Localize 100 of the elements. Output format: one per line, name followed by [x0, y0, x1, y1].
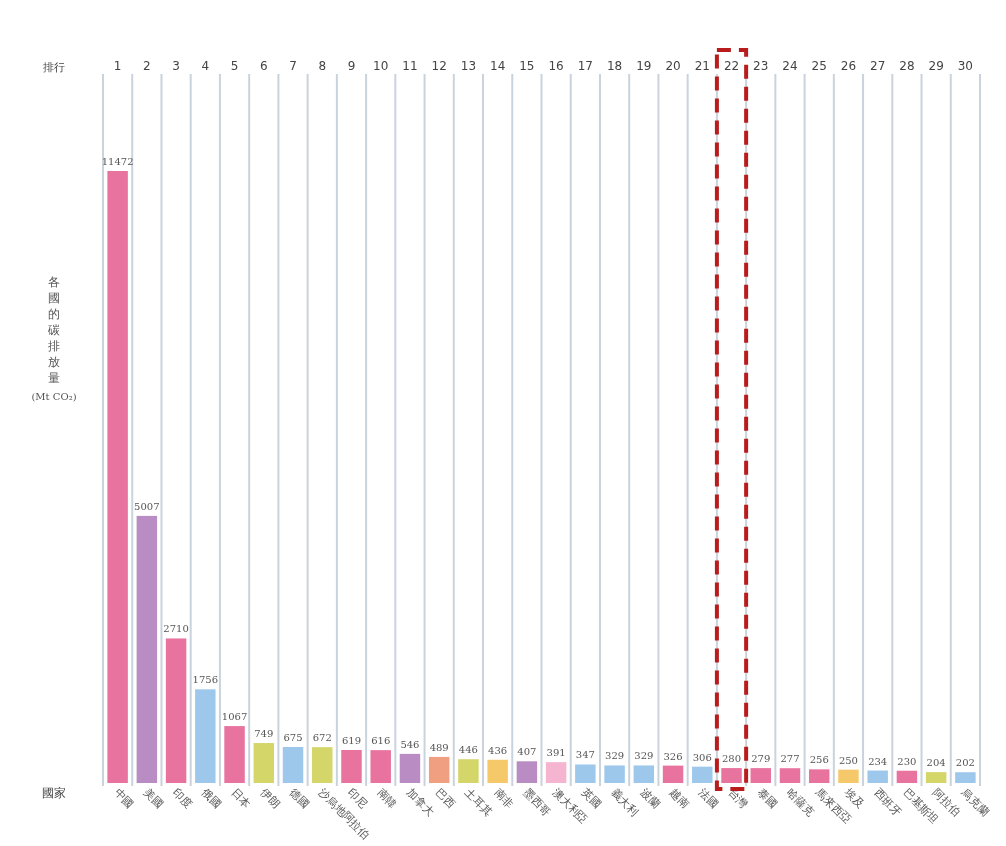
x2-tick-label: 8: [318, 59, 327, 73]
x2-axis-title: 排行: [43, 61, 65, 74]
x2-tick-label: 10: [373, 59, 389, 73]
bar: [370, 750, 391, 783]
x2-tick-label: 15: [519, 59, 535, 73]
bar: [516, 761, 538, 783]
bar: [341, 749, 362, 783]
x-tick-label: 英國: [579, 785, 604, 811]
x2-tick-label: 17: [577, 59, 593, 73]
x2-tick-label: 27: [870, 59, 886, 73]
bar: [721, 768, 742, 783]
bar: [136, 515, 158, 783]
data-label: 234: [868, 755, 888, 767]
x2-tick-label: 3: [172, 59, 180, 73]
data-label: 675: [283, 731, 303, 743]
x2-tick-label: 12: [431, 59, 447, 73]
x-tick-label: 德國: [286, 785, 312, 811]
x2-tick-label: 13: [460, 59, 477, 73]
data-label: 446: [458, 744, 478, 756]
x2-tick-label: 11: [402, 59, 418, 73]
bar: [399, 753, 421, 783]
x2-tick-label: 6: [259, 59, 268, 73]
x-tick-label: 西班牙: [871, 785, 905, 819]
bar: [779, 768, 801, 783]
bar: [312, 747, 333, 783]
data-label: 619: [341, 734, 362, 746]
x2-tick-label: 19: [636, 59, 652, 73]
data-label: 347: [575, 749, 595, 761]
x-tick-label: 南韓: [374, 785, 400, 811]
x2-tick-label: 24: [782, 59, 798, 73]
data-label: 436: [488, 744, 508, 756]
bar: [896, 770, 918, 783]
x-tick-label: 俄國: [199, 785, 224, 811]
x2-tick-label: 5: [230, 59, 239, 73]
data-label: 407: [517, 746, 537, 758]
bar: [545, 762, 567, 783]
bar: [604, 765, 625, 783]
bar: [867, 770, 888, 783]
bar: [662, 765, 684, 783]
x2-tick-label: 25: [811, 59, 827, 73]
data-label: 329: [605, 750, 625, 762]
bar: [633, 765, 655, 783]
data-label: 391: [546, 747, 566, 759]
data-label: 11472: [101, 156, 134, 167]
bar: [955, 772, 976, 783]
x-tick-label: 泰國: [754, 785, 780, 811]
data-label: 202: [955, 757, 975, 769]
data-label: 1756: [192, 674, 219, 686]
bar: [838, 769, 859, 783]
x-tick-label: 印尼: [345, 785, 371, 811]
data-label: 749: [254, 728, 274, 740]
bar: [282, 746, 304, 783]
bar: [808, 769, 830, 783]
x-tick-label: 印度: [169, 785, 195, 811]
data-label: 306: [692, 751, 712, 763]
x2-tick-label: 20: [665, 59, 681, 73]
x-tick-label: 越南: [666, 785, 692, 811]
bar: [458, 759, 479, 783]
x2-tick-label: 1: [113, 59, 122, 73]
x-tick-label: 法國: [696, 785, 721, 811]
x2-tick-label: 9: [347, 59, 356, 73]
data-label: 277: [780, 753, 800, 765]
data-label: 546: [400, 738, 420, 750]
x2-tick-label: 22: [723, 59, 740, 73]
data-label: 2710: [163, 623, 189, 635]
x2-tick-label: 28: [899, 59, 915, 73]
data-label: 280: [721, 753, 742, 765]
data-label: 256: [809, 754, 829, 766]
data-label: 230: [897, 755, 917, 767]
bar: [750, 768, 771, 783]
bar: [575, 764, 596, 783]
data-label: 279: [751, 753, 771, 765]
y-axis-title: 各國的碳排放量(Mt CO₂): [31, 275, 77, 402]
x-axis-title: 國家: [42, 786, 66, 800]
x-tick-label: 日本: [228, 785, 254, 811]
data-label: 1067: [221, 711, 248, 723]
x2-tick-label: 26: [840, 59, 857, 73]
data-label: 672: [312, 732, 332, 744]
bar: [487, 759, 508, 783]
x2-tick-label: 30: [957, 59, 974, 73]
x2-tick-label: 2: [143, 59, 151, 73]
data-label: 5007: [134, 500, 160, 512]
x2-tick-label: 4: [201, 59, 210, 73]
x2-tick-label: 16: [548, 59, 564, 73]
x2-tick-label: 23: [753, 59, 769, 73]
bar: [224, 726, 245, 783]
data-label: 489: [429, 741, 449, 753]
data-label: 250: [838, 754, 858, 766]
x-tick-label: 中國: [111, 785, 137, 811]
bar: [165, 638, 187, 783]
x2-tick-label: 14: [490, 59, 506, 73]
bar: [692, 766, 713, 783]
data-label: 616: [371, 735, 391, 747]
x2-tick-label: 21: [694, 59, 710, 73]
x-tick-label: 伊朗: [257, 785, 283, 811]
bar: [107, 171, 128, 783]
x2-tick-label: 29: [928, 59, 944, 73]
data-label: 326: [663, 750, 683, 762]
x2-tick-label: 18: [606, 59, 623, 73]
bar: [925, 772, 947, 783]
